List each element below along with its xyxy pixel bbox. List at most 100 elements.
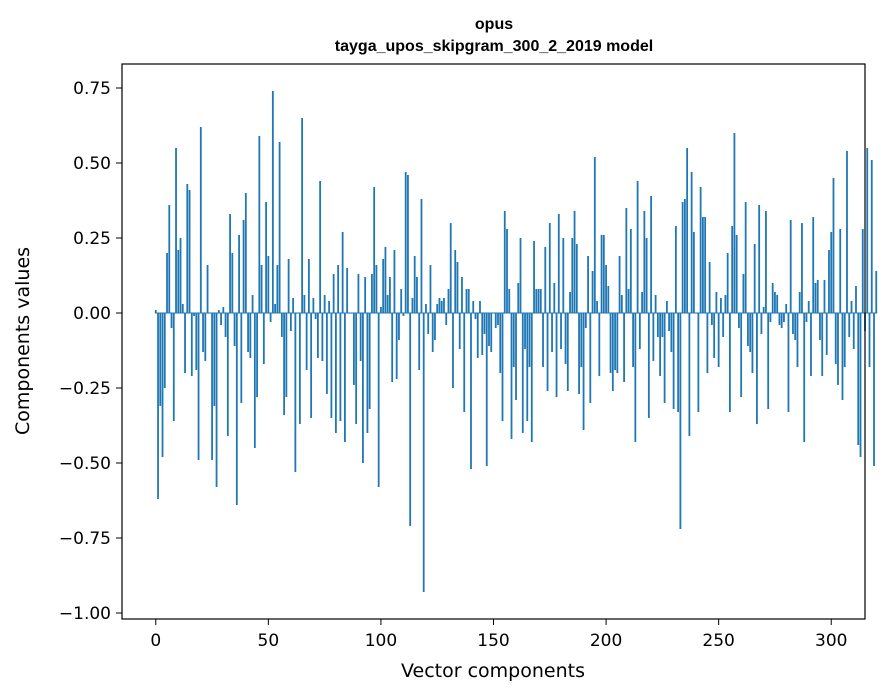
bar	[463, 313, 466, 412]
bar	[724, 295, 727, 313]
bar	[321, 313, 324, 361]
bar	[823, 280, 826, 313]
bar	[607, 286, 610, 313]
bar	[816, 280, 819, 313]
bar	[163, 313, 166, 388]
bar	[681, 202, 684, 313]
bar	[479, 301, 481, 313]
bar	[674, 226, 677, 313]
bar	[670, 313, 673, 352]
bar	[343, 313, 346, 442]
bar	[753, 244, 756, 313]
bar	[850, 301, 853, 313]
bar	[303, 295, 306, 313]
bar	[787, 313, 790, 412]
bar	[562, 238, 565, 313]
bar	[298, 313, 301, 424]
bar	[332, 274, 335, 313]
bar	[566, 313, 569, 391]
bar	[825, 313, 828, 355]
bar	[627, 289, 630, 313]
plot-frame	[121, 63, 866, 620]
bar	[706, 313, 709, 373]
bar	[316, 313, 319, 358]
bar	[262, 313, 265, 364]
bar	[573, 211, 576, 313]
bar	[852, 313, 855, 349]
bar	[591, 271, 594, 313]
bar	[202, 313, 204, 352]
bar	[159, 313, 162, 406]
bar	[368, 313, 371, 409]
bar	[373, 187, 376, 313]
bar	[834, 313, 837, 364]
bar	[427, 313, 430, 334]
bar	[589, 313, 592, 403]
bar	[605, 265, 607, 313]
bar	[364, 277, 367, 313]
bar	[215, 313, 218, 487]
bar	[454, 250, 457, 313]
bar	[544, 247, 547, 313]
bar	[740, 313, 743, 397]
bar	[377, 313, 380, 487]
bar	[688, 313, 691, 436]
bar	[792, 313, 794, 334]
bar	[353, 313, 355, 385]
bar	[614, 313, 616, 370]
bar	[661, 313, 664, 337]
bar	[843, 313, 846, 367]
bar	[584, 313, 587, 328]
bar	[839, 229, 842, 313]
bar	[328, 301, 331, 313]
bar	[526, 313, 529, 421]
bar	[204, 313, 207, 361]
bar	[814, 283, 817, 313]
bar	[598, 313, 601, 376]
bar	[240, 313, 243, 403]
bar	[476, 313, 479, 358]
bar	[276, 265, 279, 313]
bar	[506, 229, 508, 313]
bar	[873, 313, 875, 466]
bar	[256, 313, 258, 397]
bar	[161, 313, 164, 457]
bar	[771, 283, 774, 313]
bar	[832, 178, 835, 313]
y-tick-label: 0.75	[73, 79, 111, 99]
bar	[647, 313, 650, 418]
bar	[319, 181, 322, 313]
bar	[701, 217, 704, 313]
bar	[488, 313, 490, 346]
bar	[638, 313, 641, 349]
bar	[735, 235, 738, 313]
bar	[422, 313, 425, 592]
bar	[555, 313, 558, 397]
bar	[551, 313, 553, 352]
bar	[222, 307, 225, 313]
bar	[774, 292, 776, 313]
bar	[269, 313, 272, 322]
bar	[769, 313, 772, 322]
bar	[445, 313, 448, 325]
y-axis: −1.00 −0.75 −0.50 −0.25 0.00 0.25 0.50 0.75	[59, 79, 122, 624]
bar	[618, 256, 621, 313]
bar	[211, 313, 213, 460]
bar	[569, 292, 571, 313]
x-tick-label: 50	[258, 631, 280, 651]
bar	[726, 253, 729, 313]
x-tick-label: 100	[365, 631, 397, 651]
bar	[285, 313, 288, 397]
bar	[805, 313, 808, 322]
bar	[528, 313, 531, 367]
x-tick-label: 300	[815, 631, 847, 651]
bar	[861, 229, 864, 313]
bar	[722, 313, 725, 337]
bar	[166, 253, 168, 313]
bar	[402, 313, 405, 316]
bar	[780, 313, 783, 328]
bar	[665, 301, 668, 313]
bar	[418, 313, 421, 370]
bar	[778, 313, 781, 325]
bar	[692, 232, 695, 313]
